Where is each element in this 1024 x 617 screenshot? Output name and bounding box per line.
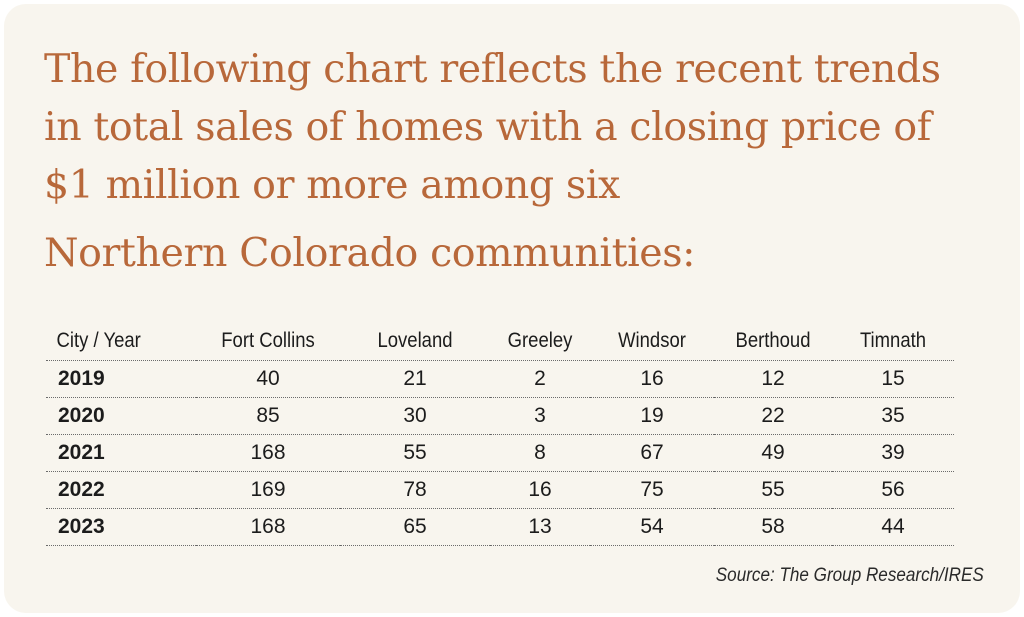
table-cell: 75 [590, 471, 714, 509]
row-year: 2019 [46, 360, 196, 398]
table-cell: 56 [832, 471, 954, 509]
table-cell: 19 [590, 397, 714, 435]
table-cell: 168 [196, 508, 340, 546]
table-cell: 67 [590, 434, 714, 472]
table-cell: 39 [832, 434, 954, 472]
table-cell: 22 [714, 397, 832, 435]
column-header: Fort Collins [204, 322, 332, 361]
table-cell: 55 [714, 471, 832, 509]
title-line: in total sales of homes with a closing p… [44, 104, 931, 150]
table-cell: 12 [714, 360, 832, 398]
table-cell: 54 [590, 508, 714, 546]
chart-card: The following chart reflects the recent … [4, 4, 1020, 613]
title-line: $1 million or more among six [44, 162, 620, 208]
table-cell: 40 [196, 360, 340, 398]
table-cell: 85 [196, 397, 340, 435]
title-line: Northern Colorado communities: [44, 230, 696, 276]
title-line: The following chart reflects the recent … [44, 46, 941, 92]
sales-table: City / Year Fort Collins Loveland Greele… [46, 322, 954, 546]
column-header: Windsor [597, 322, 707, 361]
table-cell: 44 [832, 508, 954, 546]
table-cell: 58 [714, 508, 832, 546]
row-year: 2022 [46, 471, 196, 509]
header-city-year: City / Year [46, 322, 178, 361]
column-header: Timnath [839, 322, 947, 361]
table-cell: 30 [340, 397, 490, 435]
table-cell: 2 [490, 360, 590, 398]
table-cell: 8 [490, 434, 590, 472]
table-cell: 16 [590, 360, 714, 398]
table-cell: 21 [340, 360, 490, 398]
table-cell: 168 [196, 434, 340, 472]
table-cell: 13 [490, 508, 590, 546]
table-row: 2020 85 30 3 19 22 35 [46, 397, 954, 435]
table-cell: 16 [490, 471, 590, 509]
table-row: 2023 168 65 13 54 58 44 [46, 508, 954, 546]
table-header-row: City / Year Fort Collins Loveland Greele… [46, 322, 954, 361]
table-cell: 3 [490, 397, 590, 435]
column-header: Berthoud [721, 322, 825, 361]
table-cell: 55 [340, 434, 490, 472]
row-year: 2023 [46, 508, 196, 546]
table-row: 2021 168 55 8 67 49 39 [46, 434, 954, 472]
table-cell: 15 [832, 360, 954, 398]
table-cell: 49 [714, 434, 832, 472]
table-cell: 65 [340, 508, 490, 546]
row-year: 2020 [46, 397, 196, 435]
table-cell: 78 [340, 471, 490, 509]
table-row: 2019 40 21 2 16 12 15 [46, 360, 954, 398]
table-row: 2022 169 78 16 75 55 56 [46, 471, 954, 509]
column-header: Loveland [349, 322, 481, 361]
chart-title: The following chart reflects the recent … [44, 40, 1004, 282]
table-cell: 35 [832, 397, 954, 435]
column-header: Greeley [496, 322, 584, 361]
table-cell: 169 [196, 471, 340, 509]
row-year: 2021 [46, 434, 196, 472]
source-note: Source: The Group Research/IRES [715, 565, 984, 586]
